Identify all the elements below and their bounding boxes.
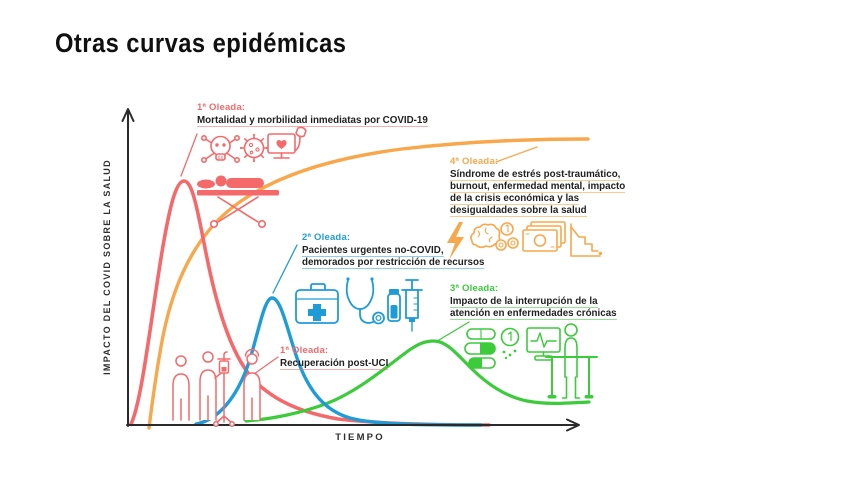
first-aid-kit-icon [295, 283, 339, 324]
connector-wave1b [253, 356, 279, 375]
wave1-label: 1ª Oleada: Mortalidad y morbilidad inmed… [197, 102, 428, 127]
wave1-text: Mortalidad y morbilidad inmediatas por C… [197, 114, 428, 127]
pills-icon [464, 328, 496, 369]
curve-wave1-red [129, 179, 491, 427]
banknotes-icon [522, 221, 566, 252]
wave2-text-line1: Pacientes urgentes no-COVID, [302, 244, 444, 257]
y-axis-label: IMPACTO DEL COVID SOBRE LA SALUD [102, 159, 112, 375]
declining-chart-icon [570, 223, 603, 257]
wave3-tag: 3ª Oleada: [450, 283, 499, 294]
wave2-icons [295, 277, 423, 332]
syringe-icon [401, 279, 423, 332]
connector-wave3 [438, 321, 470, 341]
wave2-label: 2ª Oleada: Pacientes urgentes no-COVID, … [302, 232, 485, 269]
ultrasound-monitor-icon [267, 126, 307, 159]
curve-wave3-green [244, 339, 591, 423]
brain-icon [470, 223, 501, 249]
wave3-text-line1: Impacto de la interrupción de la [450, 295, 598, 308]
patient-on-gurney-icon [197, 175, 279, 229]
wave4-text-line2: burnout, enfermedad mental, impacto [450, 180, 626, 193]
vial-icon [387, 289, 401, 322]
wave1-tag: 1ª Oleada: [197, 102, 246, 113]
wave3-icons [464, 323, 598, 399]
curves [129, 137, 591, 430]
wave3-label: 3ª Oleada: Impacto de la interrupción de… [450, 283, 617, 320]
coins-icon [495, 222, 519, 251]
wave2-text-line2: demorados por restricción de recursos [302, 256, 485, 269]
clock-icon [500, 327, 520, 360]
wave1-recovery-label: 1ª Oleada: Recuperación post-UCI [280, 345, 389, 370]
connector-wave2 [272, 244, 298, 294]
wave4-text-line1: Síndrome de estrés post-traumático, [450, 168, 621, 181]
wave4-label: 4ª Oleada: Síndrome de estrés post-traum… [450, 156, 626, 217]
wave1-recovery-text: Recuperación post-UCI [280, 357, 389, 370]
rehab-parallel-bars-icon [545, 323, 598, 399]
wave4-icons [447, 221, 603, 260]
wave3-text-line2: atención en enfermedades crónicas [450, 307, 617, 320]
x-axis-arrow-icon [566, 418, 580, 432]
curve-wave4-orange [147, 137, 590, 430]
wave4-text-line4: desigualdades sobre la salud [450, 204, 587, 217]
connector-wave1 [180, 133, 198, 177]
ecg-monitor-icon [526, 327, 561, 361]
axes [121, 108, 580, 432]
connectors [180, 133, 538, 375]
wave4-tag: 4ª Oleada: [450, 156, 499, 167]
connector-wave4 [495, 146, 538, 163]
wave4-text-line3: de la crisis económica y las [450, 192, 580, 205]
lightning-icon [447, 222, 464, 260]
patients-standing-iv-icon [172, 348, 261, 427]
x-axis-label: TIEMPO [335, 432, 385, 443]
y-axis-arrow-icon [121, 108, 135, 122]
skull-crossbones-icon [201, 135, 241, 164]
stethoscope-icon [345, 277, 385, 325]
wave2-tag: 2ª Oleada: [302, 232, 351, 243]
virus-icon [239, 133, 269, 163]
wave1-recovery-tag: 1ª Oleada: [280, 345, 329, 356]
wave1-icons [172, 126, 307, 427]
curve-wave2-blue [194, 296, 483, 427]
page-title: Otras curvas epidémicas [55, 28, 347, 58]
